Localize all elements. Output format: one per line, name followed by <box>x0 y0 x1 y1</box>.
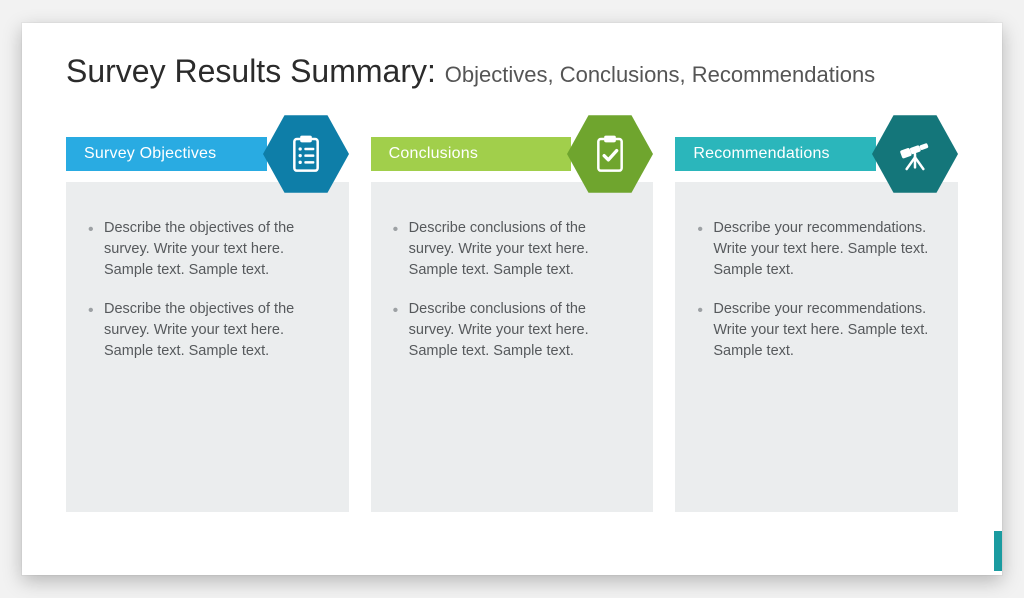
list-item: Describe the objectives of the survey. W… <box>88 218 327 281</box>
column-hex <box>567 115 653 193</box>
title-main: Survey Results Summary: <box>66 53 436 89</box>
column-label: Conclusions <box>389 145 478 163</box>
list-item: Describe the objectives of the survey. W… <box>88 299 327 362</box>
slide-title: Survey Results Summary: Objectives, Conc… <box>66 53 958 90</box>
accent-tab <box>994 531 1002 571</box>
bullet-list: Describe your recommendations. Write you… <box>697 218 936 362</box>
column-card: Describe conclusions of the survey. Writ… <box>371 182 654 512</box>
column-card: Describe the objectives of the survey. W… <box>66 182 349 512</box>
column-band: Conclusions <box>371 137 572 171</box>
column-card: Describe your recommendations. Write you… <box>675 182 958 512</box>
column-hex <box>263 115 349 193</box>
column-label: Survey Objectives <box>84 145 216 163</box>
clipboard-check-icon <box>590 134 630 174</box>
column-recommendations: Recommendations <box>675 132 958 512</box>
column-conclusions: Conclusions <box>371 132 654 512</box>
title-sub: Objectives, Conclusions, Recommendations <box>445 62 875 87</box>
column-header: Survey Objectives <box>66 132 349 176</box>
bullet-list: Describe conclusions of the survey. Writ… <box>393 218 632 362</box>
list-item: Describe conclusions of the survey. Writ… <box>393 218 632 281</box>
column-objectives: Survey Objectives <box>66 132 349 512</box>
column-hex <box>872 115 958 193</box>
columns-container: Survey Objectives <box>66 132 958 512</box>
list-item: Describe your recommendations. Write you… <box>697 218 936 281</box>
column-band: Recommendations <box>675 137 876 171</box>
slide: Survey Results Summary: Objectives, Conc… <box>22 23 1002 575</box>
bullet-list: Describe the objectives of the survey. W… <box>88 218 327 362</box>
column-header: Conclusions <box>371 132 654 176</box>
telescope-icon <box>895 134 935 174</box>
column-label: Recommendations <box>693 145 829 163</box>
clipboard-list-icon <box>286 134 326 174</box>
column-band: Survey Objectives <box>66 137 267 171</box>
list-item: Describe conclusions of the survey. Writ… <box>393 299 632 362</box>
column-header: Recommendations <box>675 132 958 176</box>
list-item: Describe your recommendations. Write you… <box>697 299 936 362</box>
